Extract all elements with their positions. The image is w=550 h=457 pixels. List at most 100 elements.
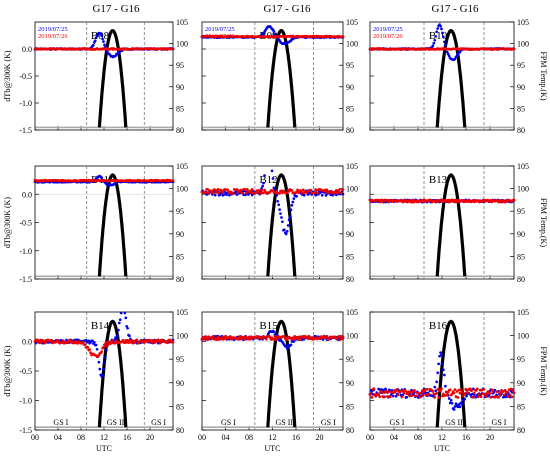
data-point-day2 bbox=[341, 35, 345, 39]
data-point-day1 bbox=[292, 340, 296, 343]
left-axis-label: dTb@300K (K) bbox=[3, 50, 12, 101]
right-tick-label: 80 bbox=[346, 275, 354, 284]
data-point-day2 bbox=[448, 388, 452, 392]
data-point-day2 bbox=[299, 338, 302, 341]
data-point-day2 bbox=[510, 395, 514, 399]
left-tick-label: -1.0 bbox=[19, 247, 32, 256]
x-tick-label: 12 bbox=[269, 433, 277, 442]
x-tick-label: 08 bbox=[77, 433, 85, 442]
right-tick-label: 80 bbox=[176, 126, 184, 135]
right-tick-label: 80 bbox=[176, 275, 184, 284]
right-tick-label: 85 bbox=[517, 402, 525, 411]
right-tick-label: 85 bbox=[176, 104, 184, 113]
data-point-day2 bbox=[100, 350, 104, 353]
panel-b08: 0.0 -0.5 -1.0 -1.5 80 85 90 95 100 105 dTb@300K (K… bbox=[3, 18, 188, 135]
data-point-day2 bbox=[247, 337, 250, 341]
data-point-day2 bbox=[296, 188, 299, 192]
data-point-day1 bbox=[273, 188, 277, 191]
data-point-day2 bbox=[478, 388, 482, 392]
data-point-day2 bbox=[298, 335, 301, 339]
data-point-day2 bbox=[473, 391, 476, 395]
right-tick-label: 105 bbox=[176, 18, 188, 27]
series-day2 bbox=[200, 187, 345, 195]
data-point-day2 bbox=[171, 47, 175, 51]
data-point-day2 bbox=[301, 188, 305, 192]
right-tick-label: 95 bbox=[346, 61, 354, 70]
right-tick-label: 105 bbox=[176, 308, 188, 317]
data-point-day2 bbox=[337, 188, 341, 192]
data-point-day2 bbox=[445, 393, 449, 397]
data-point-day2 bbox=[452, 391, 456, 395]
fpm-temperature-curve bbox=[435, 28, 467, 128]
data-point-day1 bbox=[281, 220, 284, 224]
data-point-day2 bbox=[377, 393, 381, 397]
right-tick-label: 105 bbox=[346, 18, 358, 27]
data-point-day1 bbox=[457, 403, 461, 406]
right-tick-label: 80 bbox=[176, 426, 184, 435]
right-tick-label: 85 bbox=[176, 252, 184, 261]
data-point-day1 bbox=[394, 394, 398, 398]
fpm-temperature-curve bbox=[266, 28, 297, 128]
data-point-day1 bbox=[262, 181, 265, 185]
data-point-day2 bbox=[142, 341, 146, 345]
right-tick-label: 80 bbox=[517, 426, 525, 435]
data-point-day1 bbox=[280, 216, 283, 219]
left-tick-label: -1.0 bbox=[19, 99, 32, 108]
data-point-day2 bbox=[427, 392, 431, 396]
left-tick-label: 0.0 bbox=[22, 190, 32, 199]
right-tick-label: 100 bbox=[346, 332, 358, 341]
data-point-day1 bbox=[460, 402, 464, 406]
data-point-day2 bbox=[325, 188, 329, 192]
x-tick-label: 04 bbox=[54, 433, 62, 442]
data-point-day1 bbox=[454, 402, 458, 406]
legend-entry-day1: 2019/07/25 bbox=[205, 26, 235, 33]
data-point-day1 bbox=[456, 53, 460, 56]
fpm-temperature-curve bbox=[266, 319, 297, 428]
data-point-day1 bbox=[116, 334, 119, 337]
data-point-day1 bbox=[124, 316, 128, 320]
zone-label: GS I bbox=[390, 418, 405, 427]
left-tick-label: 0.0 bbox=[22, 338, 32, 347]
x-axis-label: UTC bbox=[96, 444, 112, 453]
data-point-day1 bbox=[277, 203, 281, 207]
data-point-day2 bbox=[229, 335, 232, 338]
data-point-day1 bbox=[276, 199, 280, 203]
data-point-day1 bbox=[456, 405, 460, 409]
data-point-day1 bbox=[472, 387, 475, 391]
legend-entry-day1: 2019/07/25 bbox=[38, 26, 68, 33]
data-point-day1 bbox=[445, 50, 449, 54]
data-point-day2 bbox=[282, 335, 286, 338]
data-point-day1 bbox=[493, 388, 497, 392]
data-point-day1 bbox=[103, 361, 106, 365]
data-point-day2 bbox=[388, 395, 392, 399]
right-tick-label: 90 bbox=[346, 83, 354, 92]
data-point-day2 bbox=[463, 393, 467, 396]
data-point-day1 bbox=[117, 328, 120, 332]
data-point-day1 bbox=[115, 336, 118, 340]
data-point-day2 bbox=[400, 395, 404, 399]
data-point-day2 bbox=[408, 394, 411, 398]
data-point-day1 bbox=[263, 174, 266, 177]
data-point-day1 bbox=[285, 347, 289, 350]
panel-label: B08 bbox=[91, 30, 110, 42]
data-point-day1 bbox=[222, 193, 226, 197]
data-point-day1 bbox=[441, 362, 444, 366]
data-point-day2 bbox=[313, 191, 316, 194]
right-tick-label: 95 bbox=[176, 207, 184, 216]
data-point-day1 bbox=[98, 367, 102, 371]
right-tick-label: 85 bbox=[346, 104, 354, 113]
data-point-day1 bbox=[437, 362, 440, 366]
data-point-day2 bbox=[466, 391, 469, 395]
data-point-day1 bbox=[282, 228, 286, 232]
data-point-day2 bbox=[505, 390, 509, 394]
data-point-day2 bbox=[475, 387, 479, 391]
data-point-day2 bbox=[260, 188, 263, 192]
data-point-day2 bbox=[433, 396, 437, 399]
data-point-day1 bbox=[440, 353, 443, 357]
data-point-day2 bbox=[491, 390, 495, 394]
panel-label: B13 bbox=[429, 174, 448, 186]
series-day2 bbox=[200, 334, 345, 342]
data-point-day1 bbox=[101, 37, 104, 41]
right-tick-label: 95 bbox=[346, 207, 354, 216]
